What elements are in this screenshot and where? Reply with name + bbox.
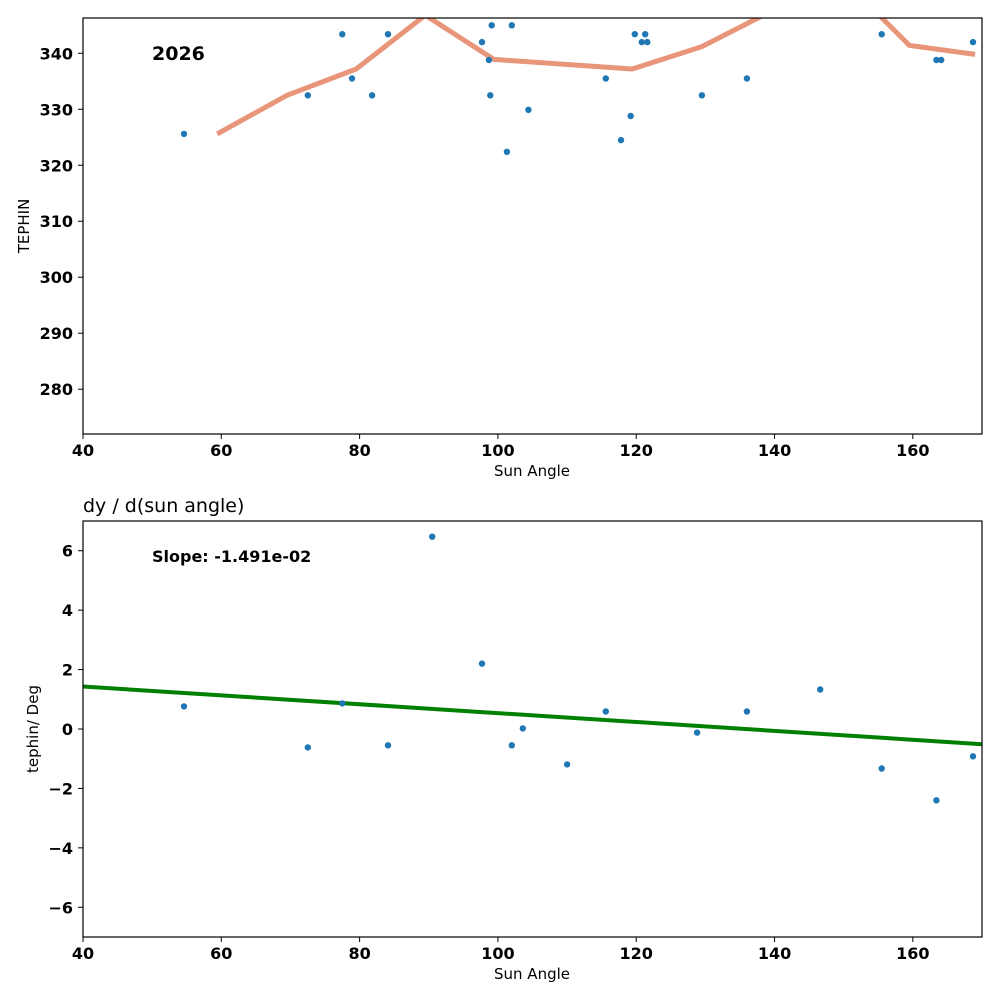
data-point — [743, 75, 751, 82]
data-point — [644, 38, 651, 46]
data-point — [698, 92, 706, 99]
data-point — [384, 742, 392, 749]
x-tick-label: 80 — [348, 441, 370, 460]
bottom-chart-title: dy / d(sun angle) — [83, 495, 244, 517]
linear-fit-line — [83, 684, 982, 747]
data-point — [487, 92, 494, 99]
top-y-axis-label: TEPHIN — [15, 199, 33, 255]
y-tick-label: −6 — [48, 898, 73, 917]
bottom-x-axis-label: Sun Angle — [494, 965, 570, 983]
x-tick-label: 80 — [348, 944, 370, 963]
bottom-plot-frame — [82, 520, 983, 938]
data-point — [969, 38, 977, 46]
data-point — [503, 148, 511, 155]
data-point — [488, 22, 495, 29]
data-point — [348, 75, 356, 82]
data-point — [693, 729, 701, 736]
data-point — [631, 31, 638, 38]
x-tick-label: 60 — [210, 441, 232, 460]
y-tick-label: 4 — [62, 601, 73, 620]
x-tick-label: 60 — [210, 944, 232, 963]
data-point — [384, 31, 392, 38]
data-point — [180, 130, 188, 138]
x-tick-label: 140 — [758, 441, 791, 460]
bottom-y-axis-label: tephin/ Deg — [24, 685, 42, 773]
x-tick-label: 120 — [620, 944, 653, 963]
data-point — [817, 686, 824, 693]
y-tick-label: 6 — [62, 542, 73, 561]
y-tick-label: 2 — [62, 661, 73, 680]
data-point — [602, 75, 609, 82]
data-point — [638, 38, 645, 46]
data-point — [525, 106, 532, 114]
data-point — [938, 56, 945, 64]
y-tick-label: 320 — [40, 156, 73, 175]
top-x-axis-label: Sun Angle — [494, 462, 570, 480]
data-point — [602, 708, 609, 715]
data-point — [563, 761, 571, 768]
x-tick-label: 140 — [758, 944, 791, 963]
x-tick-label: 120 — [620, 441, 653, 460]
data-point — [933, 56, 940, 64]
x-tick-label: 40 — [72, 441, 94, 460]
data-point — [519, 725, 526, 732]
bottom-panel: dy / d(sun angle) 40 60 80 100 120 140 160 −6−… — [24, 495, 983, 983]
data-point — [508, 742, 515, 749]
data-point — [627, 112, 634, 120]
data-point — [368, 92, 376, 99]
y-tick-label: −2 — [48, 779, 73, 798]
y-tick-label: 290 — [40, 324, 73, 343]
data-point — [304, 92, 311, 99]
data-point — [304, 744, 311, 751]
x-tick-label: 160 — [896, 944, 929, 963]
data-point — [743, 708, 751, 715]
data-point — [478, 660, 486, 667]
data-point — [180, 703, 188, 710]
year-annotation: 2026 — [152, 43, 205, 65]
y-tick-label: 0 — [62, 720, 73, 739]
data-point — [429, 533, 436, 540]
binned-mean-line — [215, 18, 976, 137]
y-tick-label: 280 — [40, 380, 73, 399]
y-tick-label: 330 — [40, 100, 73, 119]
data-point — [617, 136, 625, 144]
x-tick-label: 100 — [481, 944, 514, 963]
data-point — [969, 753, 977, 760]
data-point — [933, 797, 940, 804]
top-panel: 40 60 80 100 120 140 160 280 290 300 310 320 330 340… — [15, 17, 983, 480]
y-tick-label: 300 — [40, 268, 73, 287]
data-point — [478, 38, 486, 46]
x-tick-label: 160 — [896, 441, 929, 460]
data-point — [485, 56, 493, 64]
top-plot-frame — [82, 17, 983, 435]
y-tick-label: 340 — [40, 44, 73, 63]
x-tick-label: 40 — [72, 944, 94, 963]
data-point — [339, 700, 346, 707]
data-point — [642, 31, 649, 38]
data-point — [878, 765, 885, 772]
slope-annotation: Slope: -1.491e-02 — [152, 547, 311, 566]
y-tick-label: −4 — [48, 839, 73, 858]
x-tick-label: 100 — [481, 441, 514, 460]
y-tick-label: 310 — [40, 212, 73, 231]
data-point — [339, 31, 346, 38]
data-point — [878, 31, 885, 38]
data-point — [508, 22, 515, 29]
